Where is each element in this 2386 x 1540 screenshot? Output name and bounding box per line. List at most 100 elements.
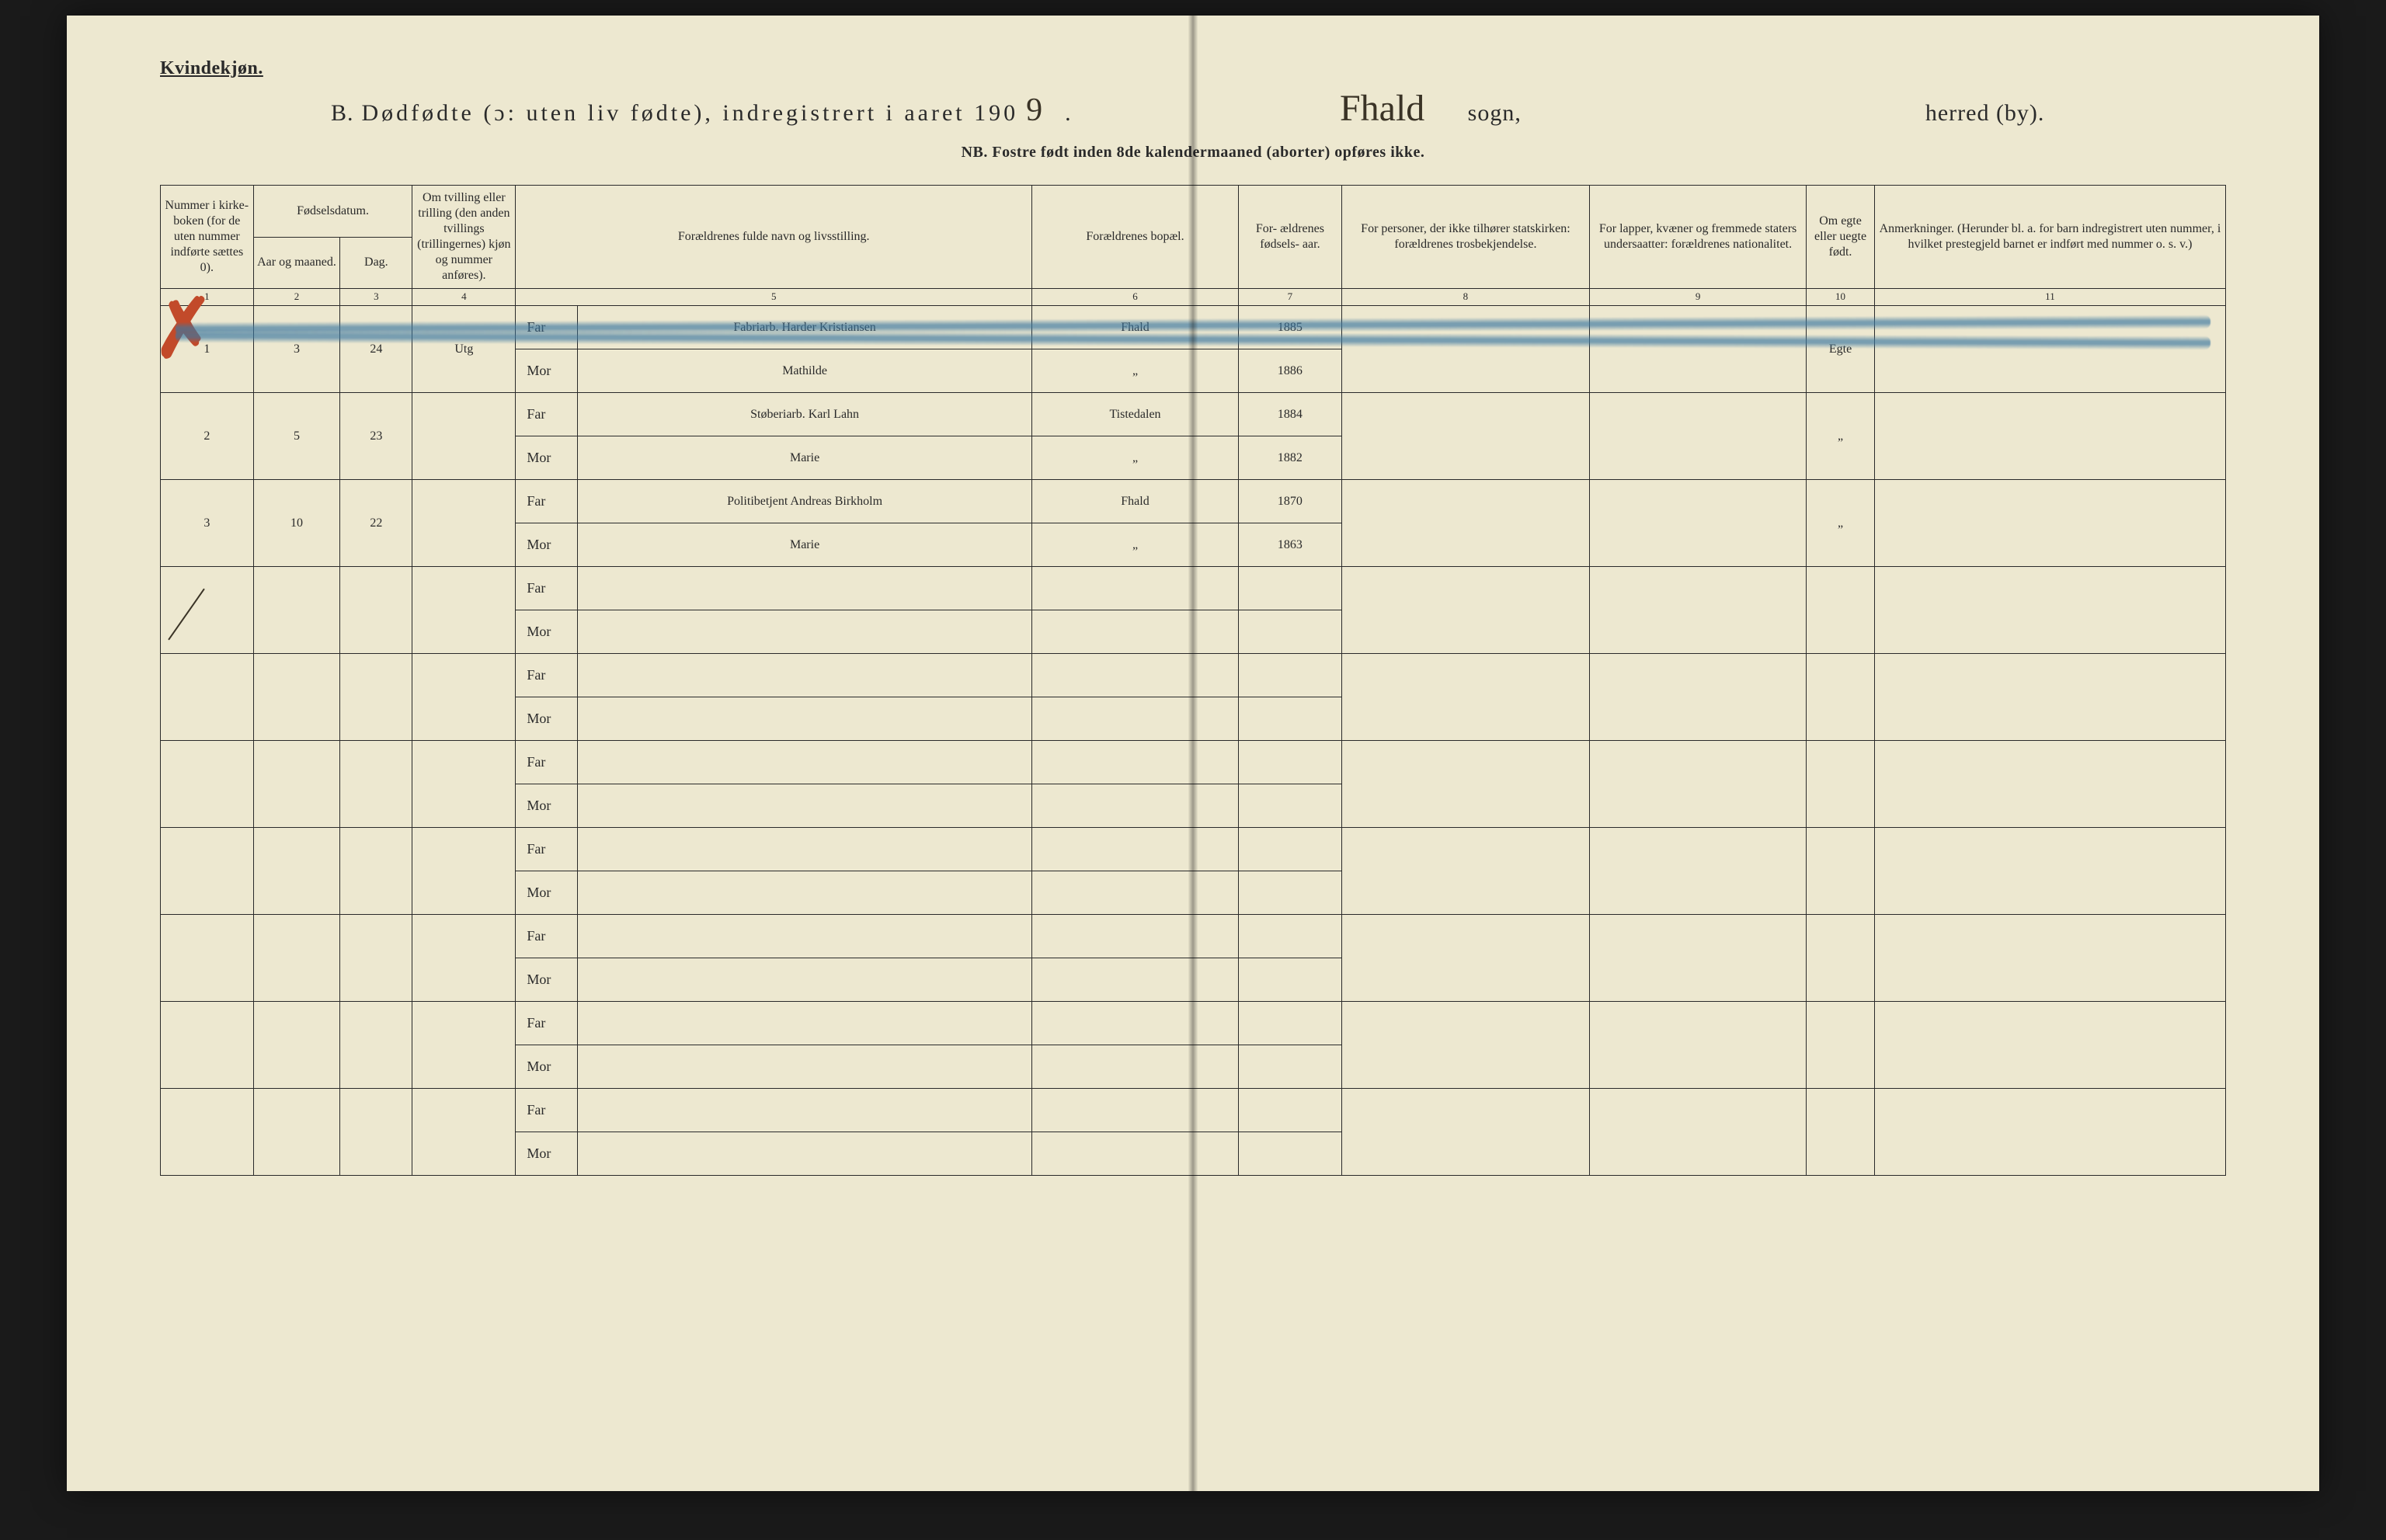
hdr-bopal: Forældrenes bopæl. [1032, 186, 1239, 289]
cell-far-label: Far [516, 480, 578, 523]
cell-nat [1589, 480, 1806, 567]
hdr-num-4: 4 [412, 289, 516, 306]
cell-dag: 24 [340, 306, 412, 393]
cell-anmerk [1874, 480, 2225, 567]
cell-egte: „ [1807, 480, 1875, 567]
cell-mor-name [578, 1045, 1032, 1089]
hdr-num-1: 1 [161, 289, 254, 306]
hdr-dag: Dag. [340, 237, 412, 289]
cell-tros [1341, 306, 1589, 393]
cell-aar-mnd: 10 [253, 480, 340, 567]
cell-egte [1807, 915, 1875, 1002]
cell-tros [1341, 393, 1589, 480]
cell-mor-aar [1238, 1132, 1341, 1176]
cell-mor-label: Mor [516, 1045, 578, 1089]
cell-mor-label: Mor [516, 610, 578, 654]
cell-mor-label: Mor [516, 523, 578, 567]
cell-num [161, 654, 254, 741]
cell-anmerk [1874, 654, 2225, 741]
cell-mor-bopal [1032, 784, 1239, 828]
cell-far-label: Far [516, 1089, 578, 1132]
cell-tros [1341, 1002, 1589, 1089]
cell-tvilling: Utg [412, 306, 516, 393]
cell-mor-label: Mor [516, 349, 578, 393]
cell-aar-mnd [253, 654, 340, 741]
cell-far-bopal: Fhald [1032, 480, 1239, 523]
cell-far-aar [1238, 654, 1341, 697]
cell-far-label: Far [516, 741, 578, 784]
cell-far-bopal [1032, 1002, 1239, 1045]
cell-far-bopal [1032, 915, 1239, 958]
cell-mor-aar: 1863 [1238, 523, 1341, 567]
cell-anmerk [1874, 828, 2225, 915]
cell-tros [1341, 654, 1589, 741]
cell-mor-label: Mor [516, 436, 578, 480]
cell-far-name: Politibetjent Andreas Birkholm [578, 480, 1032, 523]
cell-far-bopal [1032, 654, 1239, 697]
cell-mor-name: Marie [578, 436, 1032, 480]
cell-anmerk [1874, 1002, 2225, 1089]
cell-mor-bopal [1032, 871, 1239, 915]
cell-mor-aar [1238, 1045, 1341, 1089]
cell-nat [1589, 1089, 1806, 1176]
cell-dag: 23 [340, 393, 412, 480]
cell-num [161, 741, 254, 828]
cell-anmerk [1874, 393, 2225, 480]
cell-tvilling [412, 1002, 516, 1089]
herred-label: herred (by). [1925, 100, 2045, 127]
cell-mor-bopal: „ [1032, 349, 1239, 393]
cell-far-name: Fabriarb. Harder Kristiansen [578, 306, 1032, 349]
cell-aar-mnd [253, 567, 340, 654]
cell-mor-bopal [1032, 697, 1239, 741]
cell-dag [340, 828, 412, 915]
hdr-aar-maaned: Aar og maaned. [253, 237, 340, 289]
cell-anmerk [1874, 741, 2225, 828]
cell-nat [1589, 915, 1806, 1002]
cell-dag [340, 1089, 412, 1176]
cell-mor-label: Mor [516, 697, 578, 741]
cell-egte [1807, 567, 1875, 654]
cell-mor-bopal [1032, 1045, 1239, 1089]
cell-mor-label: Mor [516, 958, 578, 1002]
cell-far-bopal [1032, 828, 1239, 871]
cell-mor-label: Mor [516, 871, 578, 915]
hdr-tvilling: Om tvilling eller trilling (den anden tv… [412, 186, 516, 289]
cell-mor-aar [1238, 958, 1341, 1002]
sogn-label: sogn, [1468, 100, 1522, 127]
cell-mor-aar [1238, 784, 1341, 828]
cell-mor-aar [1238, 697, 1341, 741]
cell-egte [1807, 828, 1875, 915]
cell-aar-mnd: 5 [253, 393, 340, 480]
book-fold [1188, 16, 1198, 1491]
hdr-num-6: 6 [1032, 289, 1239, 306]
cell-tros [1341, 567, 1589, 654]
cell-far-label: Far [516, 828, 578, 871]
cell-egte [1807, 1002, 1875, 1089]
cell-far-aar: 1885 [1238, 306, 1341, 349]
cell-num [161, 567, 254, 654]
cell-far-aar: 1884 [1238, 393, 1341, 436]
cell-far-label: Far [516, 915, 578, 958]
cell-far-aar [1238, 1089, 1341, 1132]
cell-mor-aar [1238, 610, 1341, 654]
cell-mor-aar: 1886 [1238, 349, 1341, 393]
cell-far-name [578, 1002, 1032, 1045]
sogn-handwritten: Fhald [1305, 87, 1460, 130]
cell-far-aar [1238, 828, 1341, 871]
cell-dag [340, 741, 412, 828]
cell-tvilling [412, 480, 516, 567]
cell-anmerk [1874, 1089, 2225, 1176]
cell-tvilling [412, 1089, 516, 1176]
cell-far-name [578, 915, 1032, 958]
hdr-foraeldre-navn: Forældrenes fulde navn og livsstilling. [516, 186, 1032, 289]
cell-mor-name: Mathilde [578, 349, 1032, 393]
cell-mor-aar [1238, 871, 1341, 915]
hdr-num-5: 5 [516, 289, 1032, 306]
cell-nat [1589, 654, 1806, 741]
cell-egte: Egte [1807, 306, 1875, 393]
cell-far-aar [1238, 567, 1341, 610]
cell-mor-bopal: „ [1032, 436, 1239, 480]
cell-far-name [578, 828, 1032, 871]
hdr-num-10: 10 [1807, 289, 1875, 306]
cell-num [161, 1002, 254, 1089]
